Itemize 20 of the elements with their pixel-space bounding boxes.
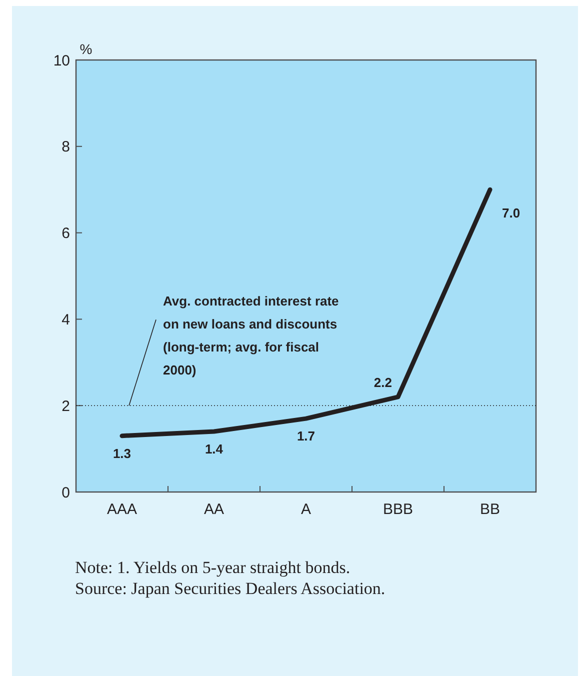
x-tick-label: BBB	[382, 501, 414, 518]
data-label: 2.2	[374, 374, 392, 390]
y-tick-label: 10	[53, 52, 70, 70]
ref-line-label: Avg. contracted interest rate on new loans and discounts (long-term; avg. for fiscal 2000)	[163, 294, 339, 378]
data-label: 1.4	[204, 442, 224, 457]
data-label: 1.3	[112, 446, 132, 461]
x-tick-label: AA	[204, 501, 224, 518]
text: Note: 1. Yields on 5-year straight bonds.	[75, 558, 350, 577]
x-tick-label: A	[300, 501, 312, 518]
data-label: 1.7	[296, 428, 316, 444]
y-axis-title: %	[80, 41, 92, 57]
y-tick-label: 4	[62, 311, 70, 328]
source-note: Source: Japan Securities Dealers Association.	[75, 579, 386, 598]
y-tick-label: 6	[62, 225, 70, 242]
x-tick-label: BB	[480, 501, 500, 518]
y-tick-label: 0	[62, 484, 70, 502]
data-label: 7.0	[502, 206, 520, 221]
y-tick-label: 8	[62, 138, 70, 156]
y-tick-label: 2	[62, 398, 70, 415]
x-tick-label: AAA	[106, 501, 138, 518]
